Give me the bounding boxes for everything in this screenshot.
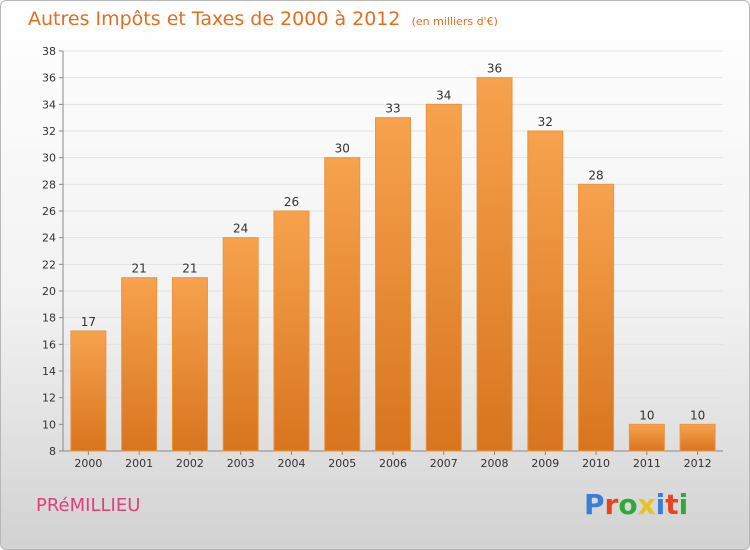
y-tick-label: 38 — [42, 45, 56, 58]
chart-title-main: Autres Impôts et Taxes de 2000 à 2012 — [28, 8, 401, 30]
bar — [222, 237, 259, 452]
x-tick-label: 2003 — [227, 457, 255, 470]
bar — [273, 210, 310, 452]
data-label: 28 — [588, 168, 603, 182]
data-label: 17 — [81, 315, 96, 329]
x-tick-label: 2000 — [74, 457, 102, 470]
data-label: 10 — [690, 408, 705, 422]
y-tick-label: 24 — [42, 232, 56, 245]
y-tick-label: 16 — [42, 338, 56, 351]
bar-layer — [70, 77, 716, 452]
data-label: 36 — [487, 62, 502, 76]
data-label: 10 — [639, 408, 654, 422]
logo-letter: x — [637, 488, 656, 521]
bar — [425, 103, 462, 452]
logo-letter: i — [655, 488, 666, 521]
logo-letter: i — [678, 488, 689, 521]
x-tick-label: 2006 — [379, 457, 407, 470]
x-tick-label: 2010 — [582, 457, 610, 470]
bar — [578, 183, 615, 452]
bar — [70, 330, 107, 452]
bar — [476, 77, 513, 452]
y-tick-label: 14 — [42, 365, 56, 378]
commune-name: PRéMILLIEU — [36, 495, 141, 516]
data-label: 32 — [538, 115, 553, 129]
data-label: 30 — [335, 142, 350, 156]
data-label: 21 — [182, 262, 197, 276]
chart-title: Autres Impôts et Taxes de 2000 à 2012 (e… — [28, 8, 498, 30]
data-label: 26 — [284, 195, 299, 209]
y-tick-label: 10 — [42, 418, 56, 431]
y-tick-label: 22 — [42, 258, 56, 271]
proxiti-logo: Proxiti — [584, 488, 688, 521]
logo-letter: r — [604, 488, 619, 521]
y-tick-label: 36 — [42, 72, 56, 85]
bar — [628, 423, 665, 452]
bar — [375, 117, 411, 452]
bar — [679, 423, 716, 452]
data-label: 21 — [132, 262, 147, 276]
x-tick-label: 2009 — [531, 457, 559, 470]
label-layer: 17 21 21 24 26 30 33 34 36 32 28 10 10 — [81, 62, 706, 423]
y-tick-label: 26 — [42, 205, 56, 218]
x-tick-label: 2011 — [633, 457, 661, 470]
x-tick-label: 2001 — [125, 457, 153, 470]
bar — [324, 157, 361, 452]
x-tick-label: 2007 — [430, 457, 458, 470]
y-tick-label: 20 — [42, 285, 56, 298]
y-tick-label: 8 — [49, 445, 56, 458]
bar — [171, 277, 208, 452]
x-tick-label: 2008 — [481, 457, 509, 470]
y-tick-label: 18 — [42, 312, 56, 325]
logo-letter: t — [665, 488, 679, 521]
y-tick-label: 30 — [42, 152, 56, 165]
y-tick-label: 34 — [42, 98, 56, 111]
logo-letter: o — [618, 488, 638, 521]
data-label: 34 — [436, 88, 451, 102]
bar — [121, 277, 158, 452]
x-tick-label: 2002 — [176, 457, 204, 470]
data-label: 33 — [385, 102, 400, 116]
y-tick-label: 28 — [42, 178, 56, 191]
data-label: 24 — [233, 222, 248, 236]
y-tick-label: 32 — [42, 125, 56, 138]
y-tick-label: 12 — [42, 392, 56, 405]
axis-layer: 8 10 12 14 16 18 20 22 24 26 28 30 32 34 36 38 2000 2001 2… — [42, 45, 723, 470]
x-tick-label: 2012 — [684, 457, 712, 470]
x-tick-label: 2004 — [277, 457, 305, 470]
logo-letter: P — [584, 488, 605, 521]
x-tick-label: 2005 — [328, 457, 356, 470]
bar — [527, 130, 564, 452]
chart-title-unit: (en milliers d'€) — [411, 15, 498, 28]
